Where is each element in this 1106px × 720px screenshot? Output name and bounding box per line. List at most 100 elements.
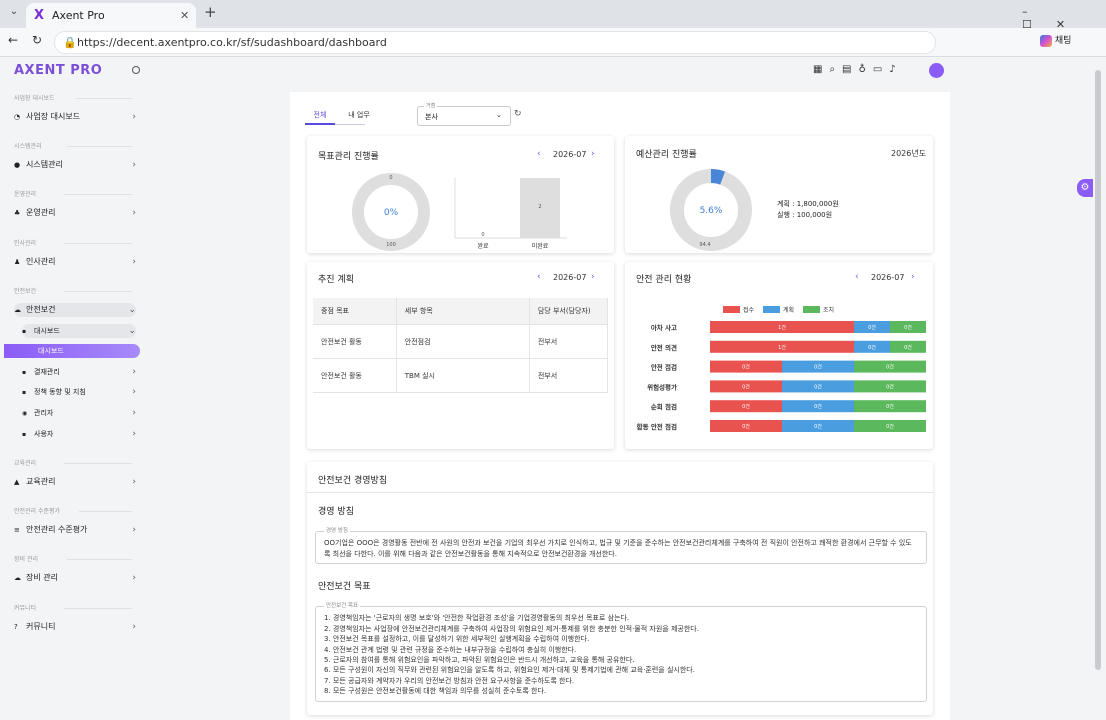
y-tick-label: 안전 의견 — [651, 343, 677, 352]
month: 2026-07 — [553, 273, 587, 282]
settings-tab[interactable]: ⚙ — [1077, 179, 1093, 197]
chevron: › — [132, 367, 136, 377]
goals-box: 안전보건 목표 1. 경영책임자는 '근로자의 생명 보호'와 '안전한 작업환… — [315, 601, 927, 702]
bar-value-label: 1건 — [778, 324, 786, 331]
bar-value-label: 0건 — [742, 383, 750, 390]
menu-item[interactable]: ♟ 인사관리 › — [14, 255, 136, 269]
bar-segment — [854, 380, 926, 393]
tab-all[interactable]: 전체 — [305, 110, 335, 125]
prev-month[interactable]: ‹ — [537, 272, 541, 282]
group-divider — [64, 608, 132, 609]
bar-segment — [854, 400, 926, 413]
y-tick-label: 위험성평가 — [647, 382, 677, 391]
site-legend: 거점 — [424, 102, 438, 109]
prev-month[interactable]: ‹ — [537, 149, 541, 159]
menu-item[interactable]: ? 커뮤니티 › — [14, 620, 136, 634]
menu-icon: ? — [14, 623, 18, 631]
header-cell: 담당 부서(담당자) — [529, 298, 609, 325]
donut-value-label: 0 — [389, 175, 392, 181]
chevron: › — [132, 525, 136, 535]
card-title: 목표관리 진행률 — [318, 152, 379, 162]
menu-item[interactable]: ♣ 운영관리 › — [14, 206, 136, 220]
policy-card: 안전보건 경영방침 경영 방침 경영 방침 OO기업은 OOO은 경영활동 전반… — [307, 462, 933, 715]
safety-card: 안전 관리 현황 ‹ 2026-07 › 접수 계획 조치 아차 사고 1건 0건 0건 안전… — [625, 262, 933, 449]
menu-item[interactable]: ◔ 사업장 대시보드 › — [14, 110, 136, 124]
refresh-button[interactable]: ↻ — [514, 109, 522, 119]
bar-segment — [710, 340, 854, 353]
chevron: ⌄ — [128, 305, 136, 315]
bar-segment — [710, 321, 854, 333]
window-controls[interactable]: –☐✕ — [1022, 5, 1090, 31]
bar — [520, 178, 560, 238]
policy-legend: 경영 방침 — [326, 528, 348, 534]
card-title: 추진 계획 — [318, 275, 354, 285]
goal-card: 목표관리 진행률 ‹ 2026-07 › 0% 0 100 0 완료 2 미완료 — [307, 136, 614, 253]
submenu-icon: ▪ — [22, 369, 27, 376]
menu-item[interactable]: ☁ 장비 관리 › — [14, 571, 136, 585]
header-row: 중점 목표 세부 항목 담당 부서(담당자) — [313, 298, 609, 325]
menu-item[interactable]: ☁ 안전보건 ⌄ — [14, 303, 136, 317]
goals-heading: 안전보건 목표 — [318, 582, 371, 592]
submenu-label: 정책 동향 및 지침 — [34, 388, 86, 396]
menu-item[interactable]: ● 시스템관리 › — [14, 158, 136, 172]
menu-item-active[interactable]: 대시보드 — [4, 344, 140, 358]
legend-label: 접수 — [743, 306, 755, 314]
group-label: 사업장 대시보드 — [14, 95, 55, 102]
goal-line: 5. 근로자의 참여를 통해 위험요인을 파악하고, 파악된 위험요인은 반드시… — [324, 656, 635, 665]
submenu-item[interactable]: ◉ 관리자 › — [22, 406, 136, 420]
chevron: › — [132, 477, 136, 487]
new-tab[interactable]: + — [204, 3, 217, 21]
menu-item[interactable]: ▲ 교육관리 › — [14, 475, 136, 489]
legend-label: 계획 — [783, 306, 794, 314]
year: 2026년도 — [891, 149, 927, 158]
budget-card: 예산관리 진행률 2026년도 5.6% 94.4 계획 : 1,800,000원… — [625, 136, 933, 253]
bar-value-label: 0건 — [886, 383, 894, 390]
group-divider — [64, 194, 132, 195]
prev-month[interactable]: ‹ — [855, 272, 859, 282]
submenu-item[interactable]: ▪ 정책 동향 및 지침 › — [22, 385, 136, 399]
menu-label: 안전관리 수준평가 — [26, 525, 88, 534]
next-month[interactable]: › — [591, 149, 595, 159]
header-icons[interactable]: ▦⌕▤♁▭♪ — [813, 64, 903, 75]
tab[interactable]: X Axent Pro ✕ — [26, 3, 196, 28]
table-cell: 안전보건 활동 — [313, 358, 397, 393]
url-field[interactable]: 🔒 https://decent.axentpro.co.kr/sf/sudas… — [54, 31, 936, 54]
donut-center: 0% — [384, 208, 399, 218]
plan-table: 중점 목표 세부 항목 담당 부서(담당자) 안전보건 활동 안전점검 전부서 안전보건 활… — [313, 298, 609, 393]
nav-buttons[interactable]: ←↻ — [8, 33, 57, 47]
sidebar: AXENT PRO 사업장 대시보드 ◔ 사업장 대시보드 › 시스템관리 ● 시스템관리 ›… — [0, 57, 150, 720]
submenu-item[interactable]: ▪ 결재관리 › — [22, 365, 136, 379]
menu-item[interactable]: ≡ 안전관리 수준평가 › — [14, 523, 136, 537]
submenu-item[interactable]: ▪ 대시보드 ⌄ — [22, 324, 136, 338]
table-row: 안전보건 활동 TBM 실시 전부서 — [313, 358, 609, 393]
donut-segment — [670, 169, 752, 251]
submenu-item[interactable]: ▪ 사용자 › — [22, 427, 136, 441]
goal-line: 3. 안전보건 목표를 설정하고, 이를 달성하기 위한 세부적인 실행계획을 … — [324, 635, 590, 644]
next-month[interactable]: › — [591, 272, 595, 282]
pin-toggle[interactable] — [132, 66, 140, 74]
url-text: https://decent.axentpro.co.kr/sf/sudashb… — [77, 36, 387, 49]
site-select[interactable]: 거점 본사 ⌄ — [417, 102, 511, 126]
policy-box: 경영 방침 OO기업은 OOO은 경영활동 전반에 전 사원의 안전과 보건을 … — [315, 526, 927, 565]
select-arrow: ⌄ — [496, 111, 502, 119]
avatar[interactable] — [929, 63, 944, 78]
menu-label: 교육관리 — [26, 477, 56, 486]
next-month[interactable]: › — [911, 272, 915, 282]
tab-close[interactable]: ✕ — [180, 9, 190, 22]
bar-value-label: 0건 — [904, 324, 912, 331]
chat-button[interactable]: 채팅 — [1040, 33, 1086, 50]
group-label: 장비 관리 — [14, 556, 38, 563]
table-cell: TBM 실시 — [396, 358, 530, 393]
month: 2026-07 — [553, 150, 587, 159]
bar-value-label: 2 — [538, 204, 541, 210]
menu-label: 시스템관리 — [26, 160, 63, 169]
bar-value-label: 0건 — [814, 383, 822, 390]
tab-menu[interactable]: ⌄ — [9, 6, 19, 17]
menu-label: 사업장 대시보드 — [26, 112, 81, 121]
bar-segment — [710, 400, 782, 413]
logo[interactable]: AXENT PRO — [14, 63, 103, 78]
tab-mine[interactable]: 내 업무 — [348, 111, 370, 119]
group-label: 커뮤니티 — [14, 605, 37, 612]
chevron: › — [132, 387, 136, 397]
